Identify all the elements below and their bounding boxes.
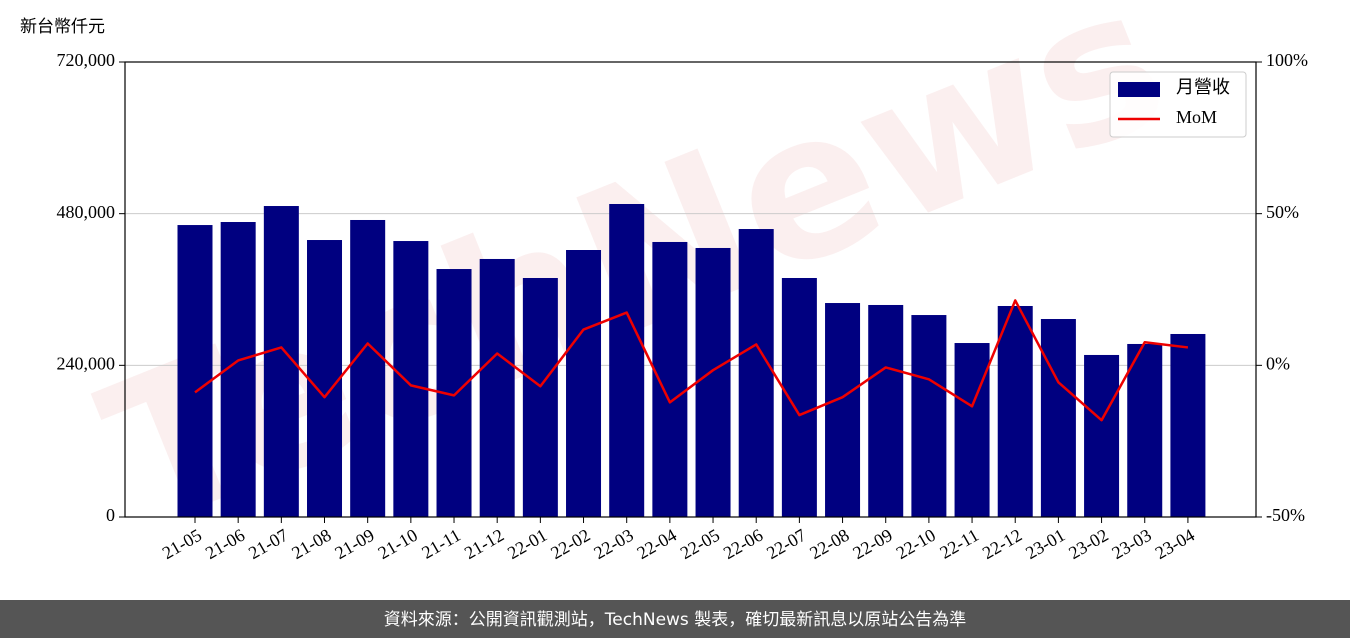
bar [868, 304, 904, 517]
bar [307, 240, 343, 518]
y2-tick-label: 50% [1266, 202, 1299, 222]
y-axis-title: 新台幣仟元 [20, 17, 105, 37]
bar [522, 277, 558, 517]
bar [1170, 333, 1206, 517]
bar [954, 343, 990, 517]
source-note: 資料來源：公開資訊觀測站，TechNews 製表，確切最新訊息以原站公告為準 [384, 610, 966, 630]
bar [1127, 343, 1163, 517]
legend-swatch [1118, 82, 1160, 97]
bar [738, 229, 774, 517]
bar [997, 305, 1033, 517]
legend-label: 月營收 [1176, 77, 1230, 97]
bar [825, 303, 861, 517]
bar [566, 250, 602, 517]
bar [1040, 319, 1076, 517]
line [194, 299, 1189, 422]
bar [1084, 354, 1120, 517]
bar [911, 315, 947, 517]
footer [0, 600, 1350, 638]
bar [781, 277, 817, 517]
y-tick-label: 240,000 [57, 353, 116, 373]
bar [393, 241, 429, 518]
bar [609, 203, 645, 517]
legend-label: MoM [1176, 107, 1217, 127]
y-tick-label: 480,000 [57, 202, 116, 222]
bar [479, 258, 515, 517]
y-tick-label: 0 [106, 505, 115, 525]
bar [695, 247, 731, 517]
y-tick-label: 720,000 [57, 50, 116, 70]
bar [350, 219, 386, 517]
y2-tick-label: 0% [1266, 353, 1290, 373]
plot-frame [124, 61, 1257, 518]
y2-tick-label: -50% [1266, 505, 1305, 525]
y2-tick-label: 100% [1266, 50, 1308, 70]
bar [177, 225, 213, 517]
